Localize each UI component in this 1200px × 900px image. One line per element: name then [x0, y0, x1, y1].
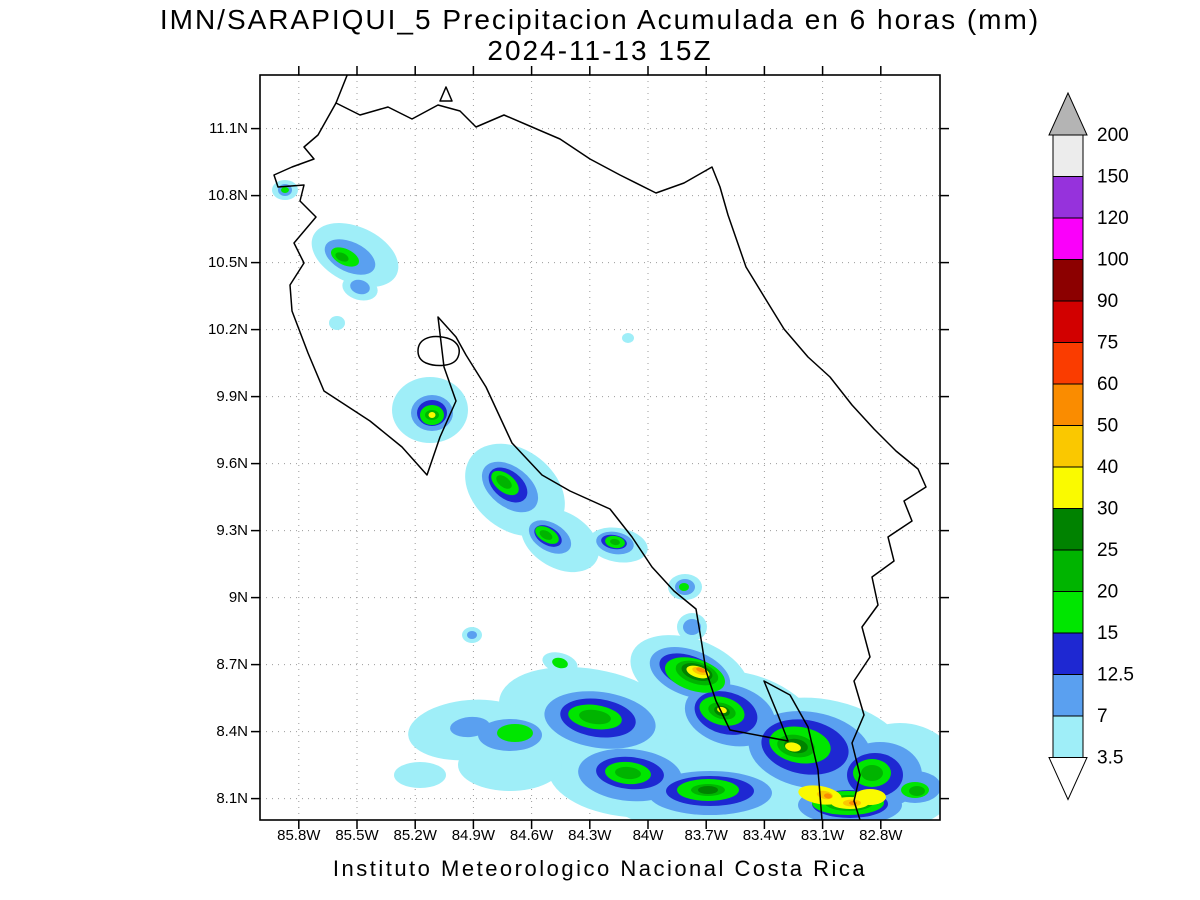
colorbar-level-label: 200 [1097, 125, 1129, 146]
colorbar-segment [1052, 674, 1084, 717]
precip-cell-3.5mm [458, 739, 562, 791]
lon-tick-label: 83.7W [684, 827, 728, 844]
lon-tick-label: 84.6W [509, 827, 554, 844]
axis-ticks [251, 66, 949, 829]
colorbar: 200 150 120 100 90 75 60 50 40 30 25 20 15 12.5 7 3.5 [1048, 91, 1134, 801]
colorbar-segment [1052, 217, 1084, 260]
colorbar-level-label: 7 [1097, 706, 1108, 727]
precip-cell-20mm [496, 475, 512, 489]
pacific-coast-outline [273, 75, 823, 820]
colorbar-level-label: 100 [1097, 250, 1129, 271]
colorbar-segment [1052, 383, 1084, 426]
precip-cell-20mm [539, 530, 553, 540]
precip-cell-7mm [450, 716, 490, 738]
colorbar-level-label: 25 [1097, 540, 1118, 561]
colorbar-segment [1052, 425, 1084, 468]
lat-tick-label: 9.3N [216, 521, 248, 539]
precip-cell-15mm [281, 187, 289, 193]
colorbar-level-label: 60 [1097, 374, 1118, 395]
lat-tick-label: 9.9N [216, 387, 248, 405]
colorbar-level-label: 120 [1097, 208, 1129, 229]
precip-cell-15mm [497, 724, 533, 742]
lat-tick-label: 10.5N [207, 253, 248, 271]
precip-cell-30mm [854, 789, 886, 805]
colorbar-segment [1052, 342, 1084, 385]
lon-tick-label: 83.4W [742, 827, 787, 844]
colorbar-level-label: 50 [1097, 416, 1118, 437]
precip-cell-20mm [579, 709, 611, 725]
colorbar-segment [1052, 259, 1084, 302]
colorbar-level-label: 75 [1097, 333, 1118, 354]
precip-cell-20mm [335, 252, 349, 262]
lon-tick-label: 84.3W [568, 827, 612, 844]
lon-tick-label: 85.5W [335, 827, 379, 844]
lat-tick-label: 8.1N [216, 789, 248, 807]
precip-cell-7mm [350, 279, 370, 295]
lake-islet-outline [439, 86, 453, 102]
colorbar-segment [1052, 466, 1084, 509]
chira-island-outline [417, 335, 460, 367]
precip-cell-3.5mm [622, 333, 634, 343]
map-canvas [251, 66, 949, 829]
colorbar-level-label: 15 [1097, 623, 1118, 644]
chart-title: IMN/SARAPIQUI_5 Precipitacion Acumulada … [159, 4, 1041, 35]
precip-cell-3.5mm [329, 316, 345, 330]
colorbar-segment [1052, 300, 1084, 343]
precip-cell-25mm [698, 786, 718, 794]
lon-tick-label: 84.9W [451, 827, 496, 844]
colorbar-below-min-arrow [1048, 757, 1088, 801]
colorbar-level-label: 12.5 [1097, 665, 1134, 686]
plot-frame [259, 74, 941, 821]
colorbar-above-max-arrow [1048, 91, 1088, 136]
costa-rica-coastline [273, 75, 927, 820]
lat-tick-label: 8.4N [216, 722, 248, 740]
colorbar-segment [1052, 591, 1084, 634]
caption: Instituto Meteorologico Nacional Costa R… [332, 856, 868, 881]
precip-cell-20mm [615, 766, 641, 780]
grid-lines [260, 75, 940, 820]
chart-date: 2024-11-13 15Z [487, 35, 713, 66]
colorbar-level-label: 150 [1097, 167, 1129, 188]
precip-cell-15mm [679, 583, 689, 591]
lon-tick-label: 83.1W [800, 827, 845, 844]
precip-cell-50mm [824, 793, 832, 799]
precipitation-field [272, 180, 940, 820]
colorbar-segment [1052, 715, 1084, 758]
precip-cell-20mm [909, 786, 925, 796]
precip-cell-7mm [683, 619, 701, 635]
colorbar-segment [1052, 632, 1084, 675]
precip-cell-30mm [785, 742, 801, 752]
precip-cell-30mm [428, 412, 436, 418]
colorbar-segment [1052, 134, 1084, 177]
colorbar-level-label: 3.5 [1097, 748, 1123, 769]
lat-tick-label: 10.8N [207, 186, 248, 204]
lon-tick-label: 85.8W [277, 827, 321, 844]
lat-tick-label: 9N [228, 588, 248, 606]
precip-cell-3.5mm [394, 762, 446, 788]
lon-tick-label: 85.2W [393, 827, 437, 844]
border-and-caribbean-outline [335, 102, 927, 820]
precip-cell-20mm [861, 765, 883, 781]
colorbar-level-label: 40 [1097, 457, 1118, 478]
precip-cell-7mm [467, 631, 477, 639]
colorbar-segment [1052, 508, 1084, 551]
colorbar-segment [1052, 176, 1084, 219]
precip-cell-15mm [552, 657, 568, 669]
colorbar-level-label: 20 [1097, 582, 1118, 603]
lon-tick-label: 84W [632, 827, 664, 844]
precip-cell-20mm [610, 538, 620, 546]
colorbar-level-label: 30 [1097, 499, 1118, 520]
colorbar-level-label: 90 [1097, 291, 1118, 312]
lat-tick-label: 8.7N [216, 655, 248, 673]
lat-tick-label: 11.1N [209, 119, 248, 137]
lat-tick-label: 9.6N [216, 454, 248, 472]
colorbar-segment [1052, 549, 1084, 592]
precip-cell-50mm [696, 667, 706, 673]
lon-tick-label: 82.8W [859, 827, 903, 844]
lat-tick-label: 10.2N [207, 320, 248, 338]
